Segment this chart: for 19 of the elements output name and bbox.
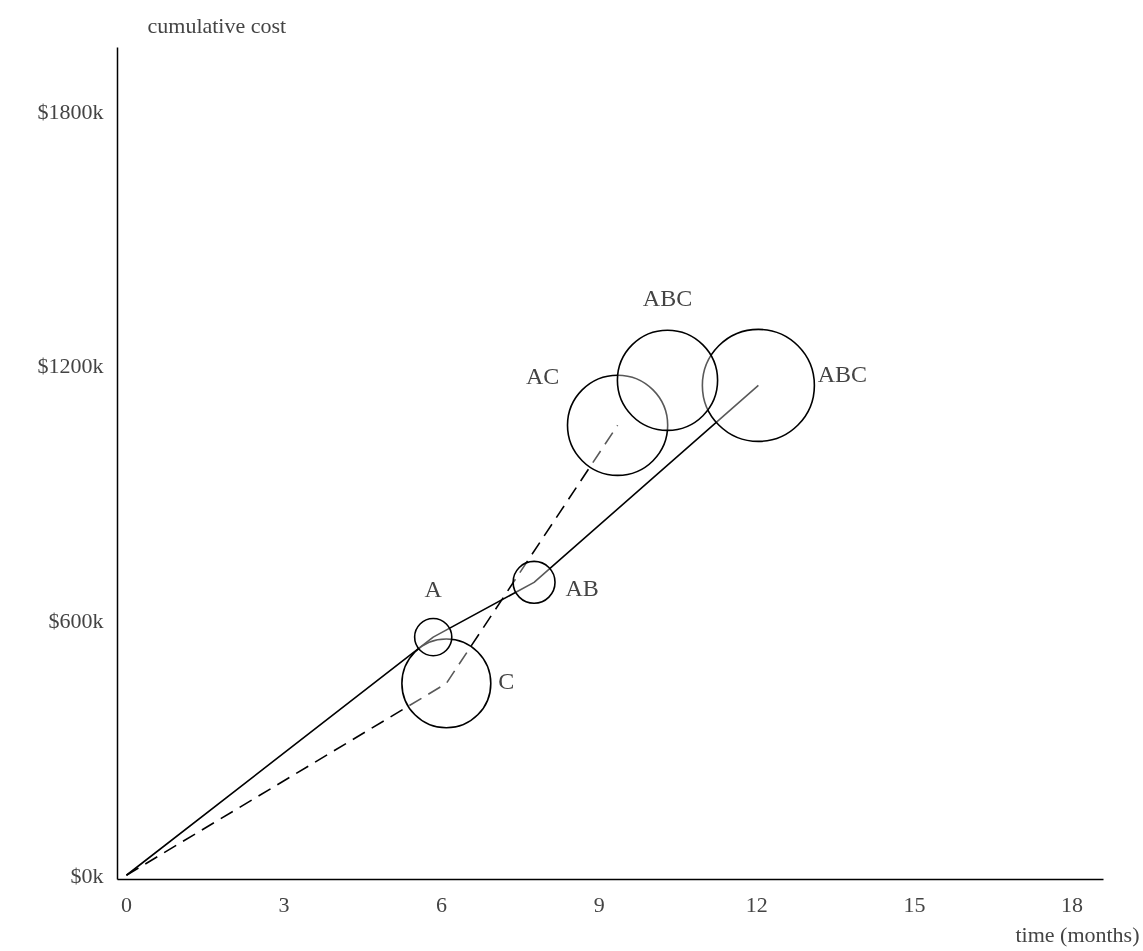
annotation: ABC — [642, 285, 693, 312]
x-axis-title: time (months) — [1015, 921, 1140, 947]
annotation: AB — [565, 575, 599, 602]
x-tick-label: 6 — [436, 891, 448, 917]
x-tick-label: 9 — [593, 891, 605, 917]
y-tick-label: $0k — [70, 862, 104, 888]
x-tick-label: 18 — [1060, 891, 1083, 917]
x-tick-label: 15 — [903, 891, 926, 917]
x-tick-label: 12 — [745, 891, 768, 917]
annotation: C — [498, 668, 515, 695]
y-tick-label: $600k — [48, 608, 104, 634]
x-tick-label: 3 — [278, 891, 290, 917]
annotation: A — [424, 576, 443, 603]
annotation: AC — [525, 363, 560, 390]
y-tick-label: $1200k — [37, 353, 104, 379]
annotation: ABC — [817, 361, 868, 388]
y-axis-title: cumulative cost — [147, 12, 287, 38]
x-tick-label: 0 — [120, 891, 132, 917]
y-tick-label: $1800k — [37, 98, 104, 124]
